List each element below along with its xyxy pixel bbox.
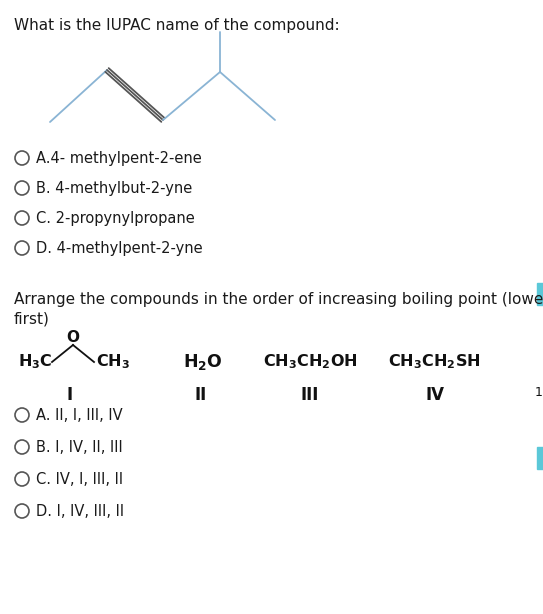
Text: What is the IUPAC name of the compound:: What is the IUPAC name of the compound: xyxy=(14,18,339,33)
Text: 1: 1 xyxy=(535,386,543,399)
Text: III: III xyxy=(301,386,319,404)
Text: I: I xyxy=(67,386,73,404)
Text: II: II xyxy=(195,386,207,404)
Text: C. IV, I, III, II: C. IV, I, III, II xyxy=(36,472,123,486)
Bar xyxy=(537,283,543,305)
Text: D. I, IV, III, II: D. I, IV, III, II xyxy=(36,503,124,518)
Text: A.4- methylpent-2-ene: A.4- methylpent-2-ene xyxy=(36,150,202,166)
Bar xyxy=(537,447,543,469)
Text: $\mathregular{CH_3CH_2OH}$: $\mathregular{CH_3CH_2OH}$ xyxy=(263,352,358,371)
Text: B. I, IV, II, III: B. I, IV, II, III xyxy=(36,440,123,454)
Text: C. 2-propynylpropane: C. 2-propynylpropane xyxy=(36,211,195,225)
Text: $\mathregular{CH_3CH_2SH}$: $\mathregular{CH_3CH_2SH}$ xyxy=(388,352,481,371)
Text: IV: IV xyxy=(426,386,445,404)
Text: D. 4-methylpent-2-yne: D. 4-methylpent-2-yne xyxy=(36,241,203,255)
Text: B. 4-methylbut-2-yne: B. 4-methylbut-2-yne xyxy=(36,181,192,195)
Text: Arrange the compounds in the order of increasing boiling point (lowest
first): Arrange the compounds in the order of in… xyxy=(14,292,543,327)
Text: $\mathregular{CH_3}$: $\mathregular{CH_3}$ xyxy=(96,352,130,371)
Text: A. II, I, III, IV: A. II, I, III, IV xyxy=(36,408,123,422)
Text: $\mathregular{H_3C}$: $\mathregular{H_3C}$ xyxy=(18,352,53,371)
Text: O: O xyxy=(66,330,79,346)
Text: $\mathregular{H_2O}$: $\mathregular{H_2O}$ xyxy=(183,352,223,372)
